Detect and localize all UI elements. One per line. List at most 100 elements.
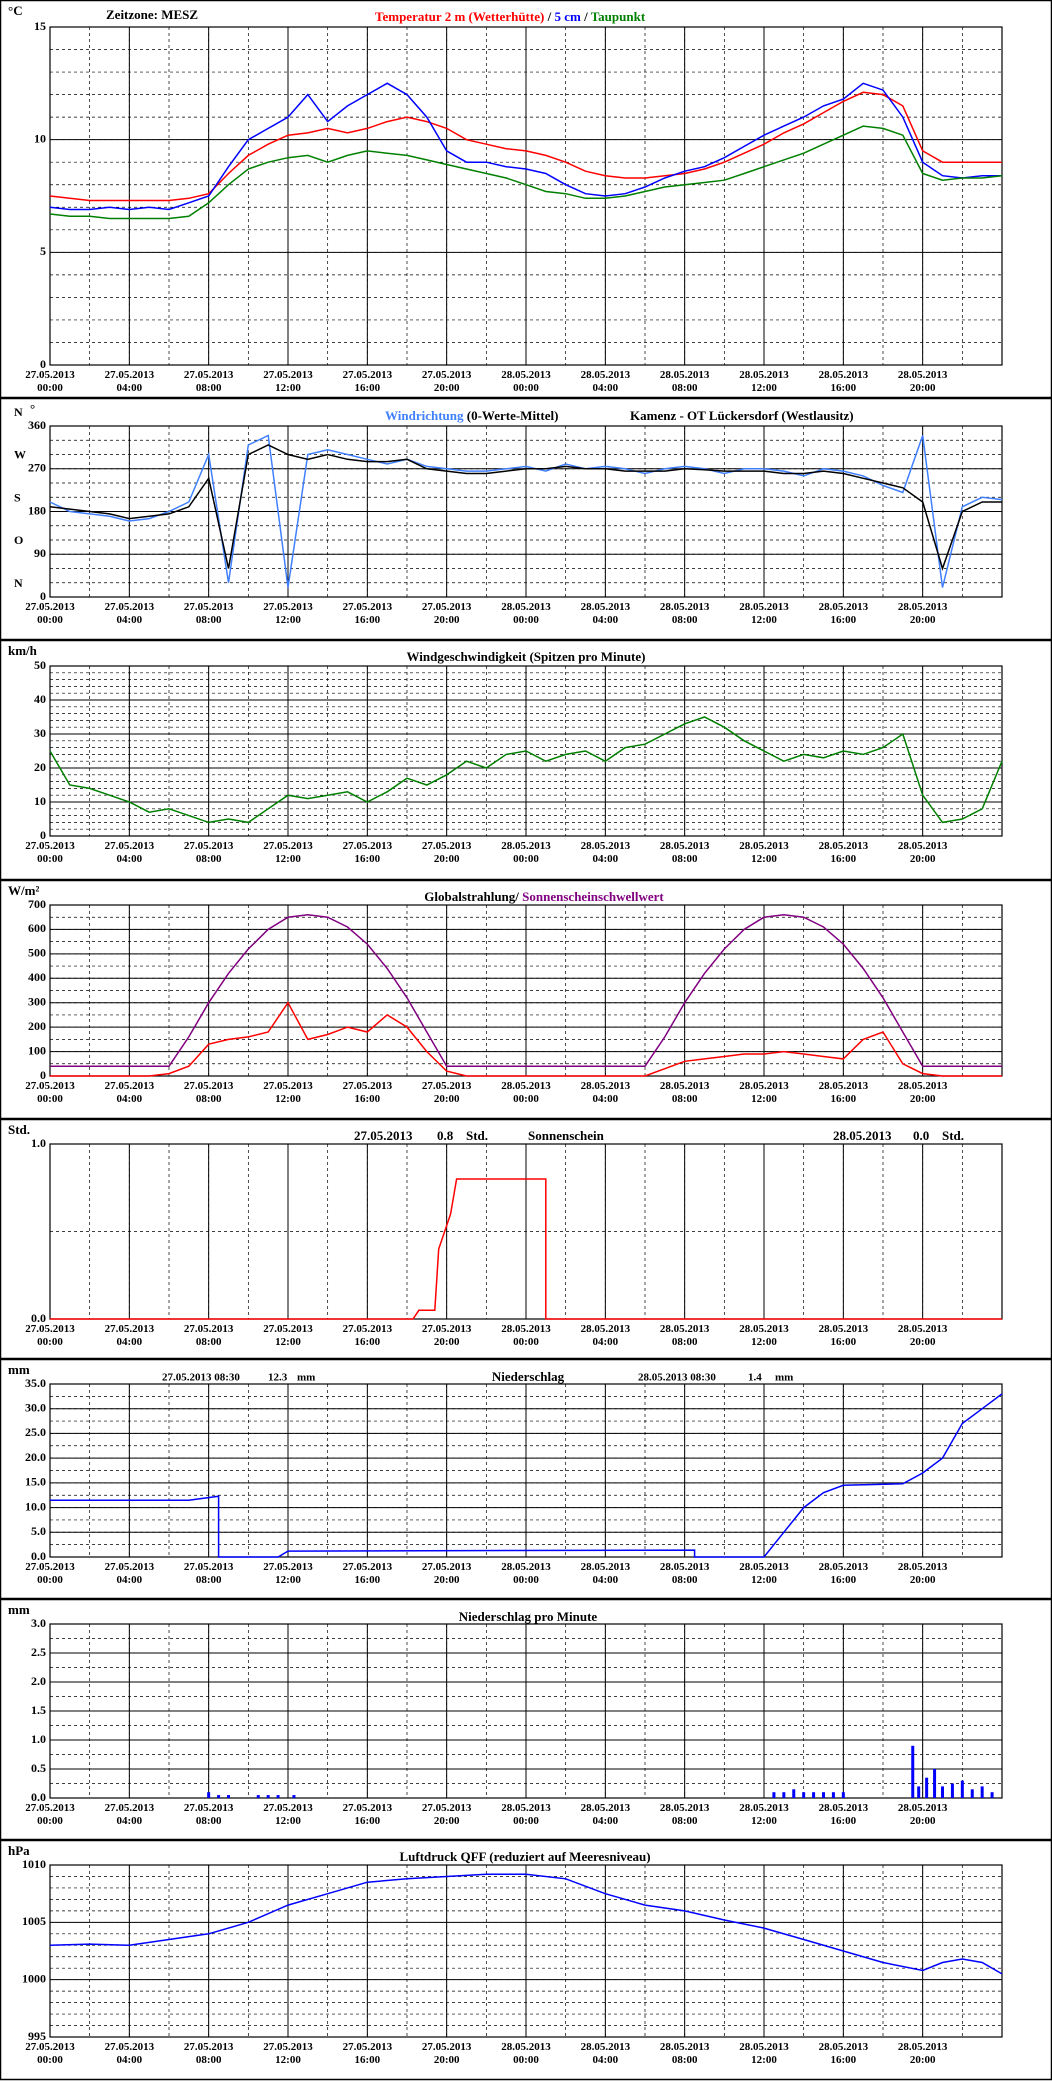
x-tick-label: 27.05.2013 12:00	[263, 1561, 313, 1586]
legend-entry: Globalstrahlung	[424, 889, 516, 904]
bar	[941, 1786, 944, 1798]
x-tick-label: 28.05.2013 12:00	[739, 1080, 789, 1105]
summary-value: 12.3	[268, 1372, 288, 1384]
x-tick-label: 28.05.2013 08:00	[659, 1080, 710, 1105]
series-line	[49, 91, 1002, 202]
legend: Temperatur 2 m (Wetterhütte) / 5 cm / Ta…	[375, 9, 646, 24]
y-tick-label: 35.0	[25, 1376, 46, 1390]
x-tick-label: 27.05.2013 08:00	[183, 840, 234, 865]
chart-title: Sonnenschein	[528, 1128, 605, 1143]
unit-label: °C	[8, 3, 23, 18]
bar	[950, 1783, 954, 1798]
separator: /	[547, 9, 552, 24]
unit-label: °	[30, 401, 35, 416]
x-tick-label: 27.05.2013 16:00	[342, 1561, 393, 1586]
x-tick-label: 28.05.2013 08:00	[659, 601, 710, 626]
series-line	[50, 1178, 1002, 1320]
x-tick-label: 28.05.2013 00:00	[501, 840, 551, 865]
x-tick-label: 28.05.2013 20:00	[897, 369, 948, 394]
x-tick-label: 27.05.2013 04:00	[104, 601, 155, 626]
x-tick-label: 27.05.2013 08:00	[183, 369, 234, 394]
legend-entry: 5 cm	[554, 9, 581, 24]
y-tick-label: 0	[40, 589, 46, 603]
chart-title: Luftdruck QFF (reduziert auf Meeresnivea…	[399, 1849, 650, 1864]
x-tick-label: 28.05.2013 16:00	[818, 369, 869, 394]
series-line	[49, 82, 1002, 211]
y-tick-label: 0.0	[31, 1790, 46, 1804]
y-tick-label: 1.0	[31, 1136, 46, 1150]
x-tick-label: 27.05.2013 12:00	[263, 369, 313, 394]
series-line	[50, 1393, 1003, 1558]
x-tick-label: 27.05.2013 00:00	[25, 369, 75, 394]
x-tick-label: 27.05.2013 00:00	[25, 1802, 75, 1827]
plot-frame	[49, 1383, 1003, 1558]
x-tick-label: 28.05.2013 08:00	[659, 2041, 710, 2066]
x-tick-label: 28.05.2013 12:00	[739, 840, 789, 865]
summary-unit: mm	[297, 1372, 315, 1384]
x-tick-label: 27.05.2013 16:00	[342, 1802, 393, 1827]
x-tick-label: 27.05.2013 20:00	[421, 1080, 472, 1105]
series-line	[49, 434, 1003, 588]
x-tick-label: 28.05.2013 16:00	[818, 1323, 869, 1348]
y-tick-label: 0	[40, 1068, 46, 1082]
y-tick-label: 2.0	[31, 1674, 46, 1688]
x-tick-label: 28.05.2013 04:00	[580, 1323, 631, 1348]
bar	[911, 1745, 915, 1798]
series-line	[50, 914, 1002, 1067]
x-tick-label: 27.05.2013 12:00	[263, 1080, 313, 1105]
unit-label: W/m²	[8, 883, 39, 898]
bar	[841, 1792, 845, 1798]
y-tick-label: 15	[34, 19, 46, 33]
plot-frame	[49, 1143, 1003, 1320]
bar	[960, 1780, 964, 1798]
chart-title: Niederschlag	[492, 1369, 565, 1384]
bar	[980, 1786, 984, 1798]
series-line	[49, 1873, 1003, 1975]
x-tick-label: 28.05.2013 00:00	[501, 1323, 551, 1348]
summary-date: 27.05.2013 08:30	[162, 1372, 240, 1384]
summary-value: 0.0	[913, 1128, 929, 1143]
separator: /	[514, 889, 519, 904]
x-tick-label: 27.05.2013 12:00	[263, 601, 313, 626]
x-tick-label: 27.05.2013 00:00	[25, 1561, 75, 1586]
bar	[831, 1792, 835, 1798]
bar	[772, 1792, 776, 1798]
x-tick-label: 28.05.2013 20:00	[897, 1080, 948, 1105]
bar	[990, 1792, 994, 1798]
timezone: Zeitzone: MESZ	[106, 7, 198, 22]
x-tick-label: 28.05.2013 20:00	[897, 840, 948, 865]
station: Kamenz - OT Lückersdorf (Westlausitz)	[630, 408, 854, 423]
x-tick-label: 27.05.2013 12:00	[263, 2041, 313, 2066]
y-tick-label: 600	[28, 921, 46, 935]
summary-date: 27.05.2013	[354, 1128, 413, 1143]
summary-unit: Std.	[942, 1128, 964, 1143]
y-tick-label: 270	[28, 461, 46, 475]
x-tick-label: 27.05.2013 08:00	[183, 1561, 234, 1586]
bar	[933, 1769, 937, 1798]
y-tick-label: 20	[34, 760, 46, 774]
direction-label: N	[14, 576, 23, 590]
x-tick-label: 28.05.2013 12:00	[739, 2041, 789, 2066]
x-tick-label: 27.05.2013 20:00	[421, 1561, 472, 1586]
y-tick-label: 1000	[22, 1971, 46, 1985]
x-tick-label: 27.05.2013 20:00	[421, 840, 472, 865]
x-tick-label: 28.05.2013 00:00	[501, 1561, 551, 1586]
bar	[276, 1795, 280, 1798]
x-tick-label: 28.05.2013 16:00	[818, 1802, 869, 1827]
x-tick-label: 27.05.2013 04:00	[104, 840, 155, 865]
x-tick-label: 27.05.2013 16:00	[342, 1323, 393, 1348]
x-tick-label: 27.05.2013 08:00	[183, 601, 234, 626]
y-tick-label: 40	[34, 692, 46, 706]
x-tick-label: 27.05.2013 16:00	[342, 840, 393, 865]
bar	[802, 1792, 806, 1798]
legend-entry: (0-Werte-Mittel)	[467, 408, 559, 423]
bar	[917, 1786, 921, 1798]
plot-frame	[49, 425, 1003, 598]
x-tick-label: 28.05.2013 16:00	[818, 1561, 869, 1586]
direction-label: O	[14, 533, 23, 547]
legend-entry: Sonnenscheinschwellwert	[522, 889, 664, 904]
x-tick-label: 27.05.2013 04:00	[104, 1080, 155, 1105]
y-tick-label: 1.5	[31, 1703, 46, 1717]
y-tick-label: 0.0	[31, 1549, 46, 1563]
x-tick-label: 28.05.2013 00:00	[501, 369, 551, 394]
